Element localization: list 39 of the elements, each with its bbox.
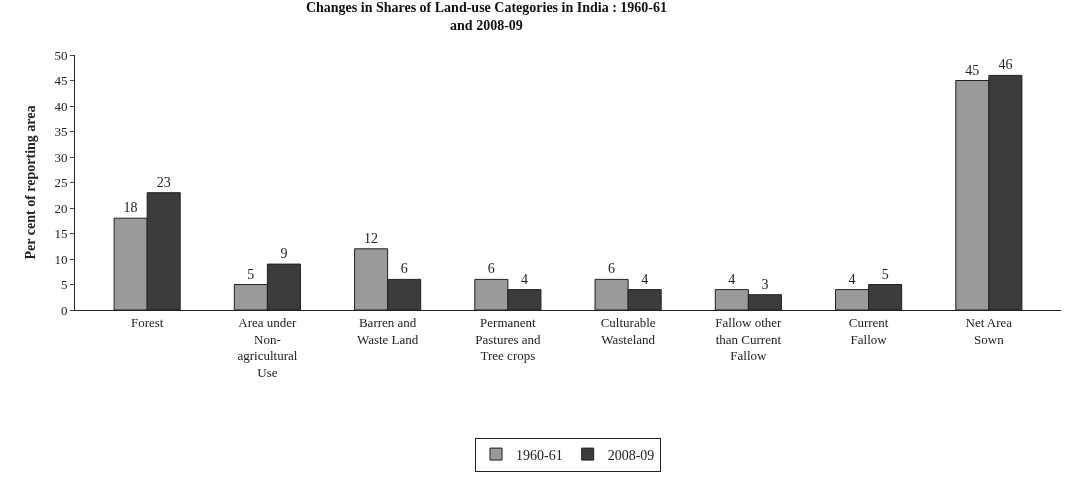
x-tick-label: Culturable Wasteland (600, 314, 656, 347)
y-tick-label: 0 (60, 302, 68, 318)
y-tick-label: 30 (54, 149, 68, 165)
data-label: 46 (998, 57, 1013, 73)
y-tick-label: 35 (54, 124, 68, 140)
x-tick-label: Area under Non-agricultural Use (237, 314, 298, 381)
x-tick-label: Barren and Waste Land (356, 314, 419, 347)
y-tick-label: 45 (54, 73, 68, 89)
y-tick-label: 15 (54, 226, 68, 242)
data-label: 5 (247, 266, 255, 282)
data-label: 6 (608, 261, 616, 277)
data-label: 23 (156, 174, 171, 190)
data-label: 18 (123, 200, 138, 216)
y-tick-label: 50 (54, 47, 68, 63)
x-tick-label: Fallow other than Current Fallow (715, 314, 783, 364)
x-tick-label: Permanent Pastures and Tree crops (475, 314, 542, 364)
legend-label: 1960-61 (516, 447, 563, 463)
data-label: 3 (761, 276, 769, 292)
data-label: 4 (728, 271, 736, 287)
y-tick-label: 25 (54, 175, 68, 191)
data-label: 4 (520, 271, 528, 287)
y-tick-label: 40 (54, 98, 68, 114)
data-label: 5 (881, 266, 889, 282)
data-label: 6 (487, 261, 495, 277)
data-label: 4 (848, 271, 856, 287)
y-tick-label: 20 (54, 200, 68, 216)
data-label: 9 (280, 246, 288, 262)
chart-title: Changes in Shares of Land-use Categories in India : 1960-61 and 2008-09 (305, 0, 667, 34)
data-label: 6 (400, 261, 408, 277)
legend-label: 2008-09 (607, 447, 655, 463)
x-tick-label: Current Fallow (848, 314, 889, 347)
y-tick-label: 10 (54, 251, 68, 267)
data-label: 45 (965, 62, 980, 78)
x-tick-label: Net Area Sown (965, 314, 1013, 347)
y-tick-label: 5 (60, 277, 68, 293)
data-label: 12 (364, 230, 379, 246)
y-axis-title: Per cent of reporting area (23, 105, 38, 260)
x-tick-label: Forest (130, 314, 164, 330)
data-label: 4 (641, 271, 649, 287)
